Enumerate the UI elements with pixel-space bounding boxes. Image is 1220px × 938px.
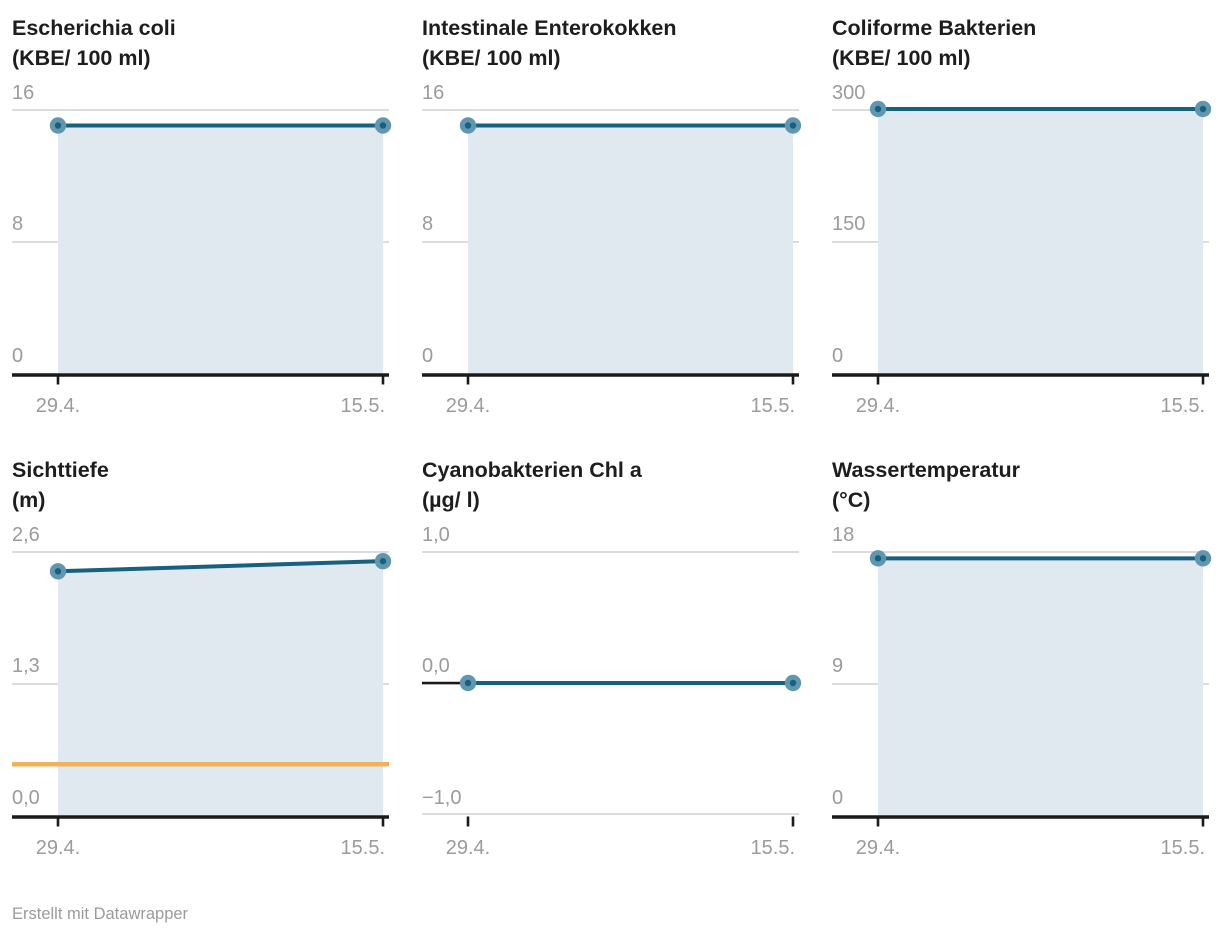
x-axis-label-right: 15.5. — [750, 837, 795, 859]
x-axis: 29.4. 15.5. — [832, 836, 1209, 860]
y-axis-top-label: 300 — [832, 82, 866, 104]
x-axis-label-left: 29.4. — [35, 837, 81, 859]
plot-area: 1,3 0,0 — [12, 551, 392, 827]
y-axis-top-label: 16 — [422, 82, 445, 104]
plot-area: 8 0 — [12, 109, 392, 385]
datawrapper-credit[interactable]: Erstellt mit Datawrapper — [12, 905, 189, 923]
data-line — [57, 559, 384, 574]
plot-svg — [422, 109, 802, 385]
chart-unit-text: (µg/ l) — [422, 488, 480, 512]
data-point-core — [464, 679, 472, 687]
plot-svg — [832, 550, 1212, 827]
y-axis-top-label: 18 — [832, 524, 855, 546]
x-axis-label-left: 29.4. — [445, 395, 491, 417]
data-point-core — [54, 568, 62, 575]
chart-title: Escherichia coli (KBE/ 100 ml) — [12, 13, 389, 73]
chart-title: Sichttiefe (m) — [12, 455, 389, 515]
x-axis-label-right: 15.5. — [1160, 395, 1205, 417]
plot-svg — [422, 551, 802, 827]
plot-area: 150 0 — [832, 100, 1212, 385]
x-axis-label-right: 15.5. — [1160, 837, 1205, 859]
area-fill — [878, 558, 1203, 815]
x-axis: 29.4. 15.5. — [422, 836, 799, 860]
chart-unit-text: (KBE/ 100 ml) — [12, 46, 151, 70]
chart-intestinale-enterokokken: Intestinale Enterokokken (KBE/ 100 ml) 1… — [422, 13, 802, 418]
plot-area: 9 0 — [832, 550, 1212, 827]
chart-cyanobakterien-chl-a: Cyanobakterien Chl a (µg/ l) 1,0 0,0 −1,… — [422, 455, 802, 860]
data-point-core — [1199, 105, 1207, 113]
chart-title-text: Escherichia coli — [12, 16, 176, 40]
y-axis-bottom-label: −1,0 — [422, 787, 462, 809]
data-point-core — [379, 557, 387, 565]
chart-coliforme-bakterien: Coliforme Bakterien (KBE/ 100 ml) 300 15… — [832, 13, 1212, 418]
plot-svg — [12, 551, 392, 827]
x-axis-label-left: 29.4. — [855, 395, 901, 417]
x-axis: 29.4. 15.5. — [12, 394, 389, 418]
area-fill — [468, 125, 793, 373]
y-axis-mid-label: 9 — [832, 655, 844, 677]
chart-unit-text: (KBE/ 100 ml) — [422, 46, 561, 70]
small-multiples-grid: Escherichia coli (KBE/ 100 ml) 16 8 0 29… — [12, 13, 1212, 860]
chart-escherichia-coli: Escherichia coli (KBE/ 100 ml) 16 8 0 29… — [12, 13, 392, 418]
chart-unit-text: (KBE/ 100 ml) — [832, 46, 971, 70]
y-axis-bottom-label: 0 — [422, 345, 434, 367]
data-point-core — [54, 122, 62, 129]
plot-svg — [12, 109, 392, 385]
y-axis-bottom-label: 0 — [12, 345, 24, 367]
y-axis-bottom-label: 0 — [832, 345, 844, 367]
x-axis-label-left: 29.4. — [445, 837, 491, 859]
x-axis-label-right: 15.5. — [340, 837, 385, 859]
data-point-core — [379, 122, 387, 129]
chart-title: Intestinale Enterokokken (KBE/ 100 ml) — [422, 13, 799, 73]
data-point-core — [874, 105, 882, 113]
chart-title-text: Coliforme Bakterien — [832, 16, 1037, 40]
data-point-core — [789, 679, 797, 687]
area-fill — [878, 109, 1203, 373]
y-axis-top-label: 16 — [12, 82, 35, 104]
plot-area: 0,0 −1,0 — [422, 551, 802, 827]
plot-svg — [832, 100, 1212, 385]
x-axis: 29.4. 15.5. — [12, 836, 389, 860]
chart-unit-text: (°C) — [832, 488, 871, 512]
y-axis-mid-label: 150 — [832, 213, 866, 235]
data-point-core — [464, 122, 472, 129]
data-point-core — [1199, 555, 1207, 562]
y-axis-mid-label: 8 — [12, 213, 24, 235]
chart-sichttiefe: Sichttiefe (m) 2,6 1,3 0,0 29.4. 15.5. — [12, 455, 392, 860]
x-axis-label-right: 15.5. — [750, 395, 795, 417]
y-axis-mid-label: 0,0 — [422, 655, 450, 677]
chart-title-text: Intestinale Enterokokken — [422, 16, 677, 40]
chart-title: Cyanobakterien Chl a (µg/ l) — [422, 455, 799, 515]
x-axis-label-left: 29.4. — [35, 395, 81, 417]
x-axis-label-right: 15.5. — [340, 395, 385, 417]
y-axis-bottom-label: 0 — [832, 787, 844, 809]
chart-title-text: Wassertemperatur — [832, 458, 1020, 482]
x-axis: 29.4. 15.5. — [832, 394, 1209, 418]
plot-area: 8 0 — [422, 109, 802, 385]
x-axis: 29.4. 15.5. — [422, 394, 799, 418]
y-axis-mid-label: 8 — [422, 213, 434, 235]
y-axis-top-label: 1,0 — [422, 524, 450, 546]
x-axis-label-left: 29.4. — [855, 837, 901, 859]
data-point-core — [874, 555, 882, 562]
area-fill — [58, 125, 383, 373]
area-fill — [58, 561, 383, 815]
data-point-core — [789, 122, 797, 129]
chart-title: Coliforme Bakterien (KBE/ 100 ml) — [832, 13, 1209, 73]
chart-title-text: Sichttiefe — [12, 458, 109, 482]
chart-wassertemperatur: Wassertemperatur (°C) 18 9 0 29.4. 15.5. — [832, 455, 1212, 860]
y-axis-mid-label: 1,3 — [12, 655, 40, 677]
chart-title-text: Cyanobakterien Chl a — [422, 458, 642, 482]
y-axis-top-label: 2,6 — [12, 524, 40, 546]
y-axis-bottom-label: 0,0 — [12, 787, 40, 809]
chart-title: Wassertemperatur (°C) — [832, 455, 1209, 515]
chart-unit-text: (m) — [12, 488, 46, 512]
